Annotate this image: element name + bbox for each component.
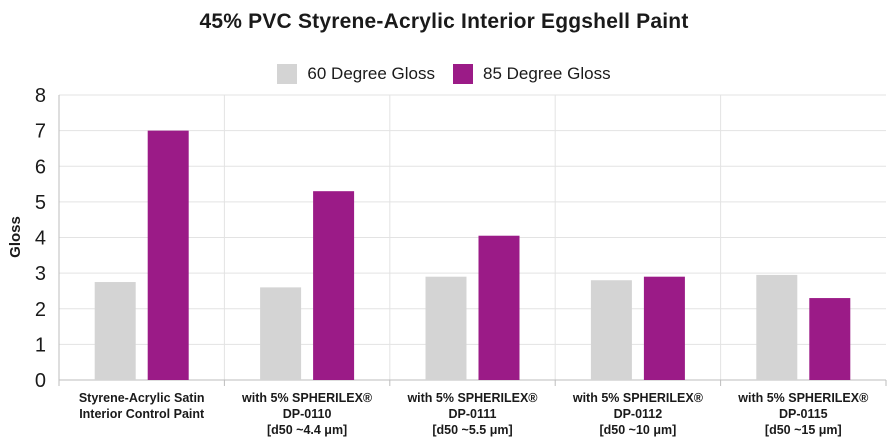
bar-60-degree [590, 280, 632, 380]
bar-85-degree [478, 235, 520, 380]
legend-swatch-85-degree [453, 64, 473, 84]
y-tick-label: 8 [35, 85, 46, 107]
y-tick-label: 1 [35, 334, 46, 356]
chart-title: 45% PVC Styrene-Acrylic Interior Eggshel… [199, 10, 689, 33]
chart-legend: 60 Degree Gloss 85 Degree Gloss [0, 64, 888, 84]
bars [94, 130, 851, 380]
bar-85-degree [643, 276, 685, 380]
bar-60-degree [756, 274, 798, 380]
y-tick-label: 3 [35, 263, 46, 285]
bar-60-degree [260, 287, 302, 380]
gridlines [59, 94, 886, 381]
x-category-label: with 5% SPHERILEX® DP-0112 [d50 ~10 μm] [572, 391, 704, 437]
x-category-label: Styrene-Acrylic Satin Interior Control Pa… [79, 391, 205, 421]
legend-label-60-degree: 60 Degree Gloss [307, 64, 435, 83]
bar-60-degree [94, 282, 136, 380]
y-tick-label: 0 [35, 370, 46, 392]
y-tick-label: 5 [35, 192, 46, 214]
legend-label-85-degree: 85 Degree Gloss [483, 64, 611, 83]
bar-85-degree [147, 130, 189, 380]
axes [58, 95, 887, 386]
bar-60-degree [425, 276, 467, 380]
bar-85-degree [313, 191, 355, 380]
x-category-labels: Styrene-Acrylic Satin Interior Control Pa… [79, 391, 869, 437]
y-tick-label: 2 [35, 299, 46, 321]
y-tick-label: 4 [35, 228, 46, 250]
y-tick-label: 6 [35, 156, 46, 178]
x-category-label: with 5% SPHERILEX® DP-0115 [d50 ~15 μm] [737, 391, 869, 437]
bar-85-degree [809, 298, 851, 380]
y-tick-labels: 0 1 2 3 4 5 6 7 8 [35, 85, 46, 392]
legend-swatch-60-degree [277, 64, 298, 84]
x-category-label: with 5% SPHERILEX® DP-0110 [d50 ~4.4 μm] [241, 391, 373, 437]
y-axis-label: Gloss [7, 216, 24, 258]
y-tick-label: 7 [35, 121, 46, 143]
x-category-label: with 5% SPHERILEX® DP-0111 [d50 ~5.5 μm] [406, 391, 538, 437]
legend-item-85-degree: 85 Degree Gloss [453, 64, 611, 84]
legend-item-60-degree: 60 Degree Gloss [277, 64, 435, 84]
